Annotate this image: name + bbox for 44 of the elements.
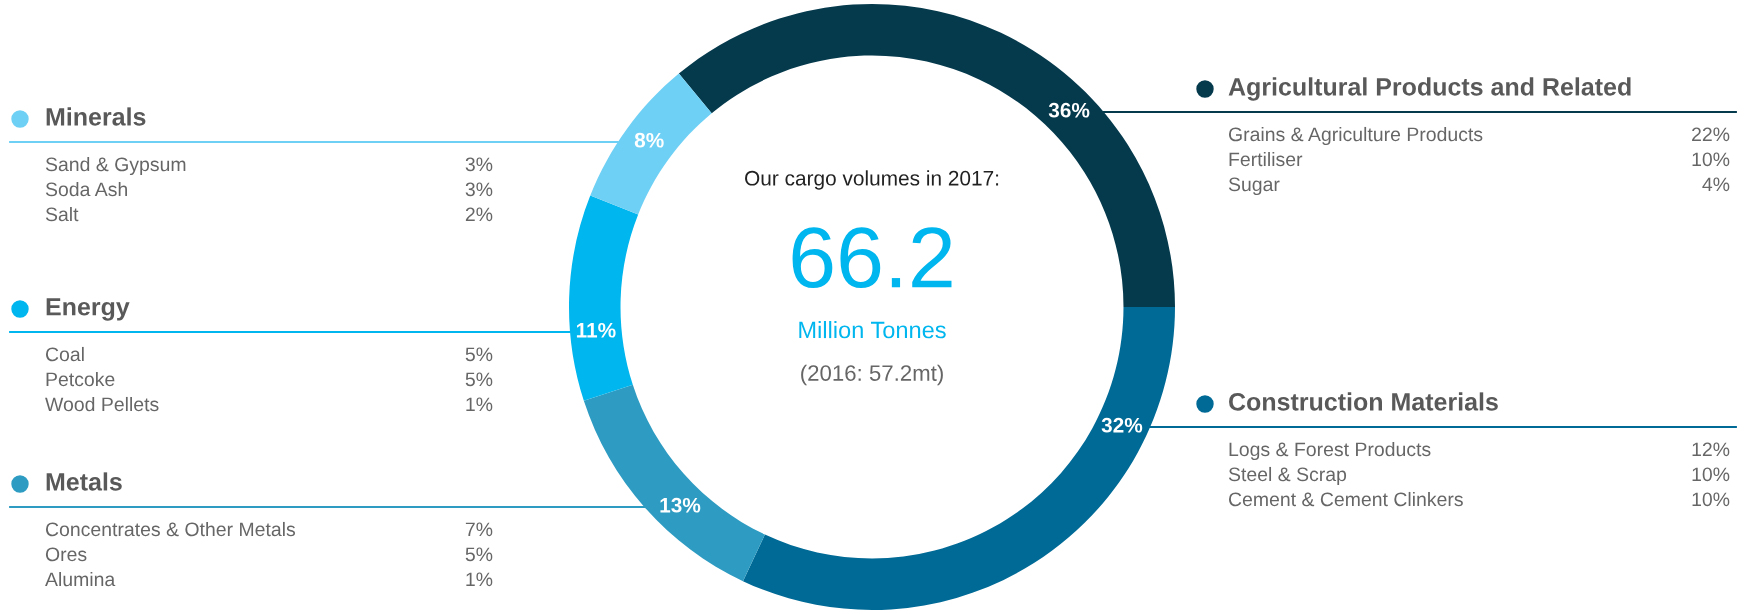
text: Steel & Scrap <box>1228 466 1347 486</box>
text: 22% <box>1692 127 1730 142</box>
legend-label: Agricultural Products and Related <box>1228 77 1631 101</box>
text: Soda Ash <box>45 181 127 197</box>
text: 1% <box>466 572 493 587</box>
data-label: 36% <box>1048 102 1090 118</box>
text: 66.2 <box>792 227 952 289</box>
text: 4% <box>1702 177 1730 192</box>
text: 10% <box>1692 492 1730 507</box>
text: Coal <box>45 346 84 362</box>
text: Million Tonnes <box>799 321 946 339</box>
text: 10% <box>1692 467 1730 482</box>
text: 3% <box>465 182 493 197</box>
text: 3% <box>465 157 493 172</box>
text: Grains & Agriculture Products <box>1228 126 1483 146</box>
data-label: 8% <box>634 132 664 148</box>
legend-label: Energy <box>46 298 130 321</box>
text: Petcoke <box>46 371 115 387</box>
text: Cement & Cement Clinkers <box>1228 491 1463 507</box>
text: Concentrates & Other Metals <box>45 521 296 537</box>
text: 12% <box>1692 442 1730 457</box>
data-label: 32% <box>1101 417 1143 433</box>
text: Sugar <box>1228 177 1280 196</box>
data-label: 13% <box>660 497 701 513</box>
text: Salt <box>45 206 79 222</box>
legend-label: Construction Materials <box>1229 392 1498 411</box>
text: 5% <box>465 347 493 362</box>
legend-label: Minerals <box>46 107 146 126</box>
text: Our cargo volumes in 2017: <box>745 170 999 190</box>
data-label: 11% <box>576 322 616 338</box>
text: (2016: 57.2mt) <box>801 364 943 386</box>
text: 1% <box>466 397 493 412</box>
text: Wood Pellets <box>45 396 159 412</box>
legend-label: Metals <box>46 472 122 491</box>
text: Fertiliser <box>1229 151 1303 167</box>
text: 5% <box>465 547 493 562</box>
text: 10% <box>1692 152 1730 167</box>
text: Alumina <box>45 571 116 587</box>
text: 7% <box>465 522 493 537</box>
text: 5% <box>465 372 493 387</box>
text: 2% <box>465 207 493 222</box>
text: Logs & Forest Products <box>1229 441 1431 461</box>
text: Sand & Gypsum <box>45 156 186 176</box>
text: Ores <box>45 547 87 562</box>
